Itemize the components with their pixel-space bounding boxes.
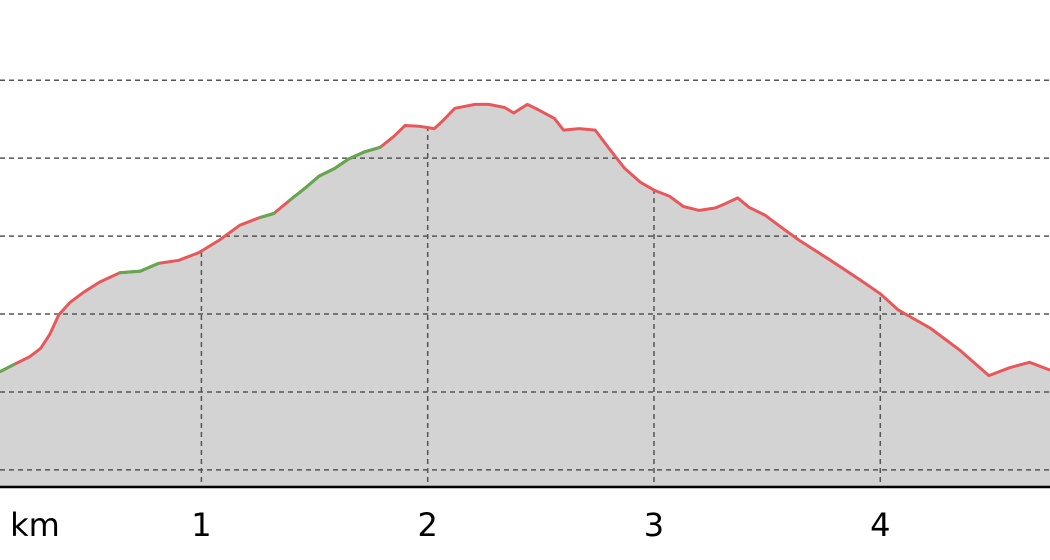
elevation-area (0, 104, 1050, 488)
climb-segment (362, 145, 382, 154)
climb-segment (288, 186, 307, 202)
climb-segment (258, 212, 276, 219)
climb-segment (346, 150, 366, 161)
climb-segment (138, 261, 160, 273)
climb-segment (317, 166, 337, 178)
x-axis-label: km (10, 506, 60, 544)
x-tick-label: 4 (870, 506, 890, 544)
climb-segment (303, 174, 321, 190)
climb-segment (0, 363, 16, 374)
x-tick-label: 3 (644, 506, 664, 544)
climb-segment (333, 157, 350, 170)
x-tick-label: 2 (418, 506, 438, 544)
climb-segment (118, 269, 142, 275)
x-tick-label: 1 (191, 506, 211, 544)
